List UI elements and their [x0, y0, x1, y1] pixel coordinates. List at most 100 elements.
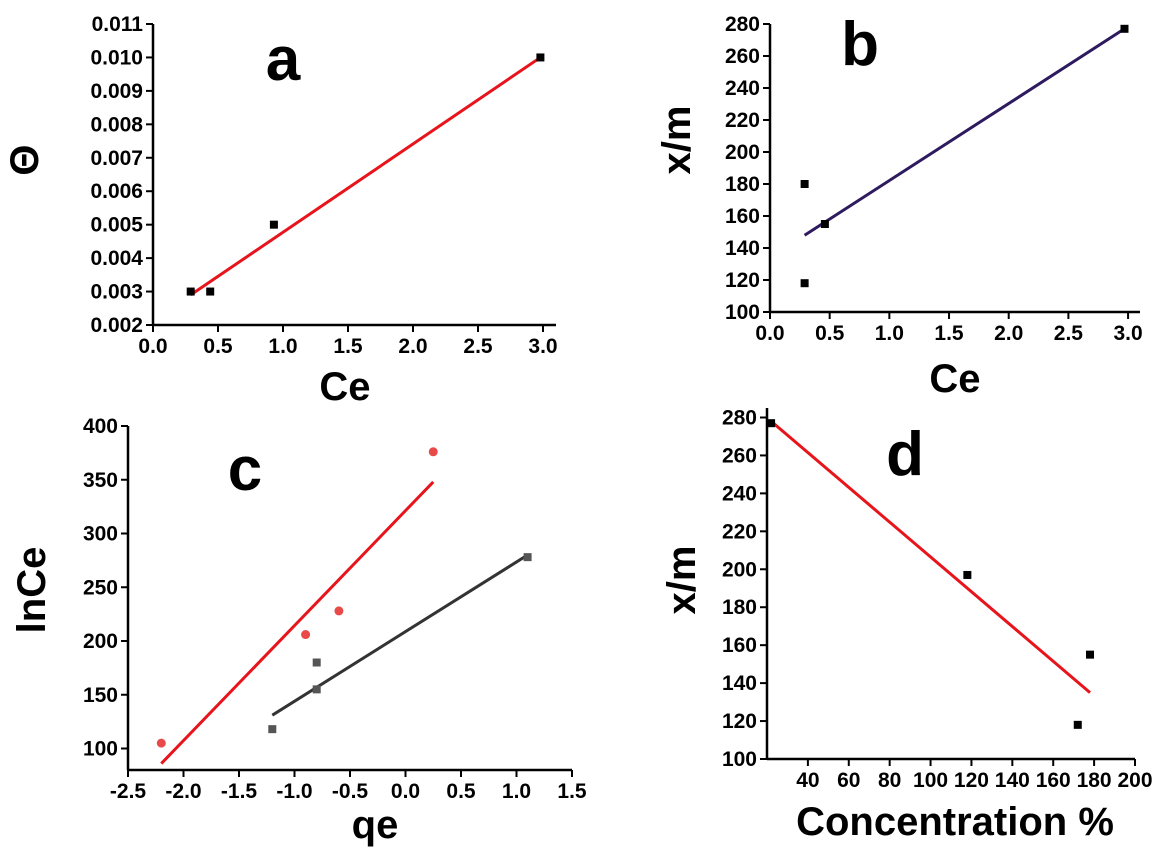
data-point — [1086, 650, 1095, 659]
x-tick-label: 1.0 — [268, 335, 297, 358]
data-point — [186, 287, 195, 296]
x-axis-label: qe — [352, 803, 399, 847]
panel-letter: b — [841, 10, 879, 79]
y-tick-label: 240 — [725, 77, 760, 100]
x-tick-label: 0.0 — [391, 780, 420, 803]
x-tick-label: 0.5 — [446, 780, 476, 803]
y-tick-label: 240 — [722, 482, 757, 505]
chart-panel-c: -2.5 -2.0 -1.5 -1.0 -0.5 0.0 0.5 1.0 1.5 100 150 20… — [10, 415, 587, 847]
data-point — [301, 630, 311, 640]
y-tick-label: 0.006 — [90, 180, 143, 203]
panel-letter: c — [228, 435, 262, 504]
y-tick-label: 0.011 — [92, 13, 144, 36]
x-tick-label: 2.5 — [1054, 322, 1084, 345]
data-point — [312, 658, 321, 667]
x-tick-label: 100 — [913, 769, 948, 792]
x-tick-label: 120 — [954, 769, 989, 792]
y-tick-label: 150 — [83, 684, 118, 707]
y-tick-label: 0.004 — [90, 247, 143, 270]
data-point — [536, 53, 545, 62]
y-tick-label: 100 — [83, 738, 118, 761]
x-tick-label: 180 — [1077, 769, 1112, 792]
y-axis-label: Θ — [3, 144, 47, 175]
x-tick-label: 160 — [1036, 769, 1071, 792]
fit-line — [770, 420, 1091, 694]
y-tick-label: 280 — [722, 406, 757, 429]
y-tick-label: 0.007 — [90, 147, 143, 170]
data-point — [767, 419, 776, 428]
x-tick-label: 2.0 — [398, 335, 427, 358]
data-point — [428, 447, 438, 457]
data-point — [269, 220, 278, 229]
x-tick-label: 0.0 — [138, 335, 167, 358]
x-tick-label: 60 — [837, 769, 860, 792]
data-point — [1073, 720, 1082, 729]
y-axis-label: x/m — [660, 546, 704, 615]
x-tick-label: 3.0 — [1113, 322, 1142, 345]
x-tick-label: 1.5 — [333, 335, 363, 358]
x-tick-label: -1.5 — [221, 780, 258, 803]
y-tick-label: 0.005 — [90, 214, 143, 237]
data-point — [800, 279, 809, 288]
y-tick-label: 0.009 — [90, 80, 143, 103]
x-tick-label: 0.0 — [755, 322, 784, 345]
y-tick-label: 180 — [725, 173, 760, 196]
y-tick-label: 250 — [83, 576, 118, 599]
x-tick-label: 1.5 — [934, 322, 964, 345]
fit-line — [189, 56, 542, 297]
data-point — [820, 220, 829, 228]
x-tick-label: 80 — [878, 769, 901, 792]
fit-line — [271, 553, 529, 717]
y-tick-label: 280 — [725, 13, 760, 36]
y-tick-label: 140 — [722, 672, 757, 695]
data-point — [268, 725, 277, 734]
y-tick-label: 160 — [725, 205, 760, 228]
y-tick-label: 140 — [725, 237, 760, 260]
x-tick-label: -1.0 — [276, 780, 312, 803]
y-tick-label: 120 — [722, 710, 757, 733]
chart-panel-d: 40 60 80 100 120 140 160 180 2001001201401601802… — [660, 406, 1152, 844]
x-tick-label: -2.0 — [165, 780, 201, 803]
panel-letter: d — [886, 420, 924, 489]
y-tick-label: 0.002 — [90, 314, 143, 337]
x-tick-label: 1.0 — [502, 780, 531, 803]
fit-line — [160, 480, 435, 765]
y-tick-label: 0.010 — [90, 46, 143, 69]
x-tick-label: 0.5 — [203, 335, 233, 358]
y-tick-label: 0.008 — [90, 113, 143, 136]
y-tick-label: 100 — [722, 748, 757, 771]
x-tick-label: -2.5 — [110, 780, 147, 803]
data-point — [1120, 24, 1129, 33]
data-point — [963, 570, 972, 579]
x-tick-label: 200 — [1117, 769, 1152, 792]
y-tick-label: 120 — [725, 269, 760, 292]
x-tick-label: 1.5 — [557, 780, 587, 803]
x-tick-label: 2.0 — [994, 322, 1023, 345]
y-tick-label: 300 — [83, 523, 118, 546]
y-tick-label: 160 — [722, 634, 757, 657]
x-axis-label: Ce — [319, 365, 370, 409]
y-tick-label: 400 — [83, 415, 118, 438]
y-tick-label: 220 — [722, 520, 757, 543]
chart-panel-b: 0.0 0.5 1.0 1.5 2.0 2.5 3.0 100 120 140 160 180 200 2… — [655, 10, 1143, 401]
y-tick-label: 100 — [725, 301, 760, 324]
data-point — [312, 685, 321, 694]
data-point — [206, 287, 215, 296]
y-tick-label: 220 — [725, 109, 760, 132]
x-tick-label: 3.0 — [528, 335, 557, 358]
data-point — [156, 738, 166, 748]
fit-line — [803, 27, 1126, 237]
chart-panel-a: 0.0 0.5 1.0 1.5 2.0 2.5 3.0 0.002 0.003 0.004 0.00… — [3, 13, 558, 409]
x-tick-label: 140 — [995, 769, 1030, 792]
panel-letter: a — [266, 25, 301, 94]
y-tick-label: 200 — [725, 141, 760, 164]
y-tick-label: 350 — [83, 469, 118, 492]
x-axis-label: Concentration % — [796, 800, 1114, 844]
data-point — [800, 180, 809, 188]
y-tick-label: 0.003 — [90, 281, 143, 304]
y-tick-label: 200 — [83, 630, 118, 653]
y-axis-label: x/m — [655, 106, 699, 175]
x-tick-label: 40 — [796, 769, 819, 792]
y-tick-label: 260 — [725, 45, 760, 68]
